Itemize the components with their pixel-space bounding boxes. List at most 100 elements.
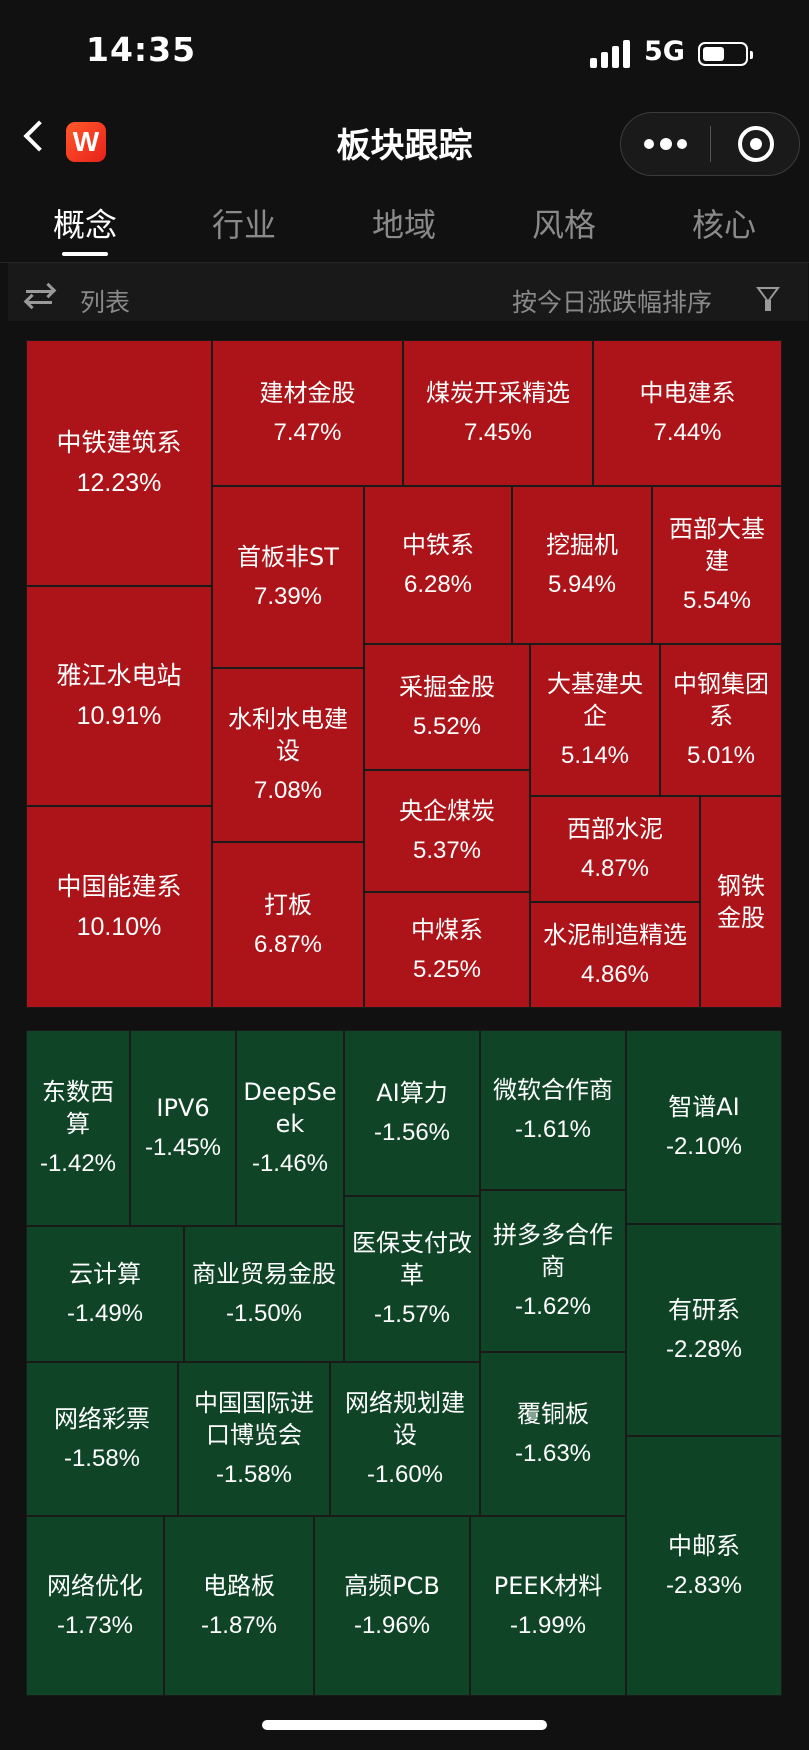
sector-tile[interactable]: 中煤系 5.25% xyxy=(364,892,530,1008)
sector-tile[interactable]: 首板非ST 7.39% xyxy=(212,486,364,668)
sector-tile[interactable]: 高频PCB -1.96% xyxy=(314,1516,470,1696)
sector-change: -1.73% xyxy=(56,1612,134,1639)
sector-name: 有研系 xyxy=(668,1296,740,1324)
sector-tile[interactable]: 中钢集团系 5.01% xyxy=(660,644,782,796)
sector-tile[interactable]: 拼多多合作商 -1.62% xyxy=(480,1190,626,1352)
sort-selector[interactable]: 按今日涨跌幅排序 xyxy=(512,288,713,317)
sector-tile[interactable]: 智谱AI -2.10% xyxy=(626,1030,782,1224)
sector-name: 商业贸易金股 xyxy=(192,1260,336,1288)
tab-industry[interactable]: 行业 xyxy=(211,206,276,244)
sector-tile[interactable]: 西部大基建 5.54% xyxy=(652,486,782,644)
sector-name: 医保支付改革 xyxy=(352,1229,472,1289)
battery-nub xyxy=(750,51,753,59)
more-dots-icon[interactable] xyxy=(644,138,688,151)
tab-region[interactable]: 地域 xyxy=(371,206,436,244)
list-toolbar xyxy=(8,263,808,321)
sector-change: 5.94% xyxy=(547,571,617,598)
switch-view-icon[interactable] xyxy=(23,282,57,310)
sector-tile[interactable]: 中电建系 7.44% xyxy=(593,340,782,486)
sector-tile[interactable]: 打板 6.87% xyxy=(212,842,364,1008)
sector-tile[interactable]: DeepSeek -1.46% xyxy=(236,1030,344,1226)
sector-tile[interactable]: 有研系 -2.28% xyxy=(626,1224,782,1436)
sector-change: -1.63% xyxy=(514,1440,592,1467)
sector-change: -1.61% xyxy=(514,1116,592,1143)
sector-tile[interactable]: 网络规划建设 -1.60% xyxy=(330,1362,480,1516)
sector-name: 拼多多合作商 xyxy=(493,1221,613,1281)
sector-change: 10.91% xyxy=(76,702,162,730)
sector-tile[interactable]: 中铁建筑系 12.23% xyxy=(26,340,212,586)
sector-name: 东数西算 xyxy=(42,1078,114,1138)
sector-change: -1.45% xyxy=(144,1134,222,1161)
sector-change: 10.10% xyxy=(76,913,162,941)
sector-change: 5.01% xyxy=(686,742,756,769)
sector-tile[interactable]: 云计算 -1.49% xyxy=(26,1226,184,1362)
sector-change: -1.42% xyxy=(39,1150,117,1177)
sector-tile[interactable]: 央企煤炭 5.37% xyxy=(364,770,530,892)
sector-name: 中国国际进口博览会 xyxy=(194,1389,314,1449)
sector-tile[interactable]: 商业贸易金股 -1.50% xyxy=(184,1226,344,1362)
close-miniapp-icon[interactable] xyxy=(738,126,774,162)
sector-change: 5.14% xyxy=(560,742,630,769)
sector-name: 中钢集团系 xyxy=(673,670,769,730)
sector-tile[interactable]: 微软合作商 -1.61% xyxy=(480,1030,626,1190)
sector-tile[interactable]: 医保支付改革 -1.57% xyxy=(344,1196,480,1362)
sector-name: 钢铁金股 xyxy=(717,872,765,932)
sector-tile[interactable]: 煤炭开采精选 7.45% xyxy=(403,340,593,486)
sector-tile[interactable]: 东数西算 -1.42% xyxy=(26,1030,130,1226)
sector-tile[interactable]: 中铁系 6.28% xyxy=(364,486,512,644)
sector-change: -1.49% xyxy=(66,1300,144,1327)
sector-tile[interactable]: IPV6 -1.45% xyxy=(130,1030,236,1226)
sector-name: 建材金股 xyxy=(259,379,356,407)
status-time: 14:35 xyxy=(86,30,197,69)
battery-icon xyxy=(698,42,753,66)
sector-change: 7.45% xyxy=(463,419,533,446)
sector-tile[interactable]: 电路板 -1.87% xyxy=(164,1516,314,1696)
sector-name: 挖掘机 xyxy=(546,531,618,559)
sector-name: 大基建央企 xyxy=(547,670,643,730)
sector-change: -1.99% xyxy=(509,1612,587,1639)
app-logo-icon: W xyxy=(66,122,106,162)
tab-style[interactable]: 风格 xyxy=(531,206,596,244)
sector-name: PEEK材料 xyxy=(493,1572,603,1600)
sector-name: 网络规划建设 xyxy=(345,1389,465,1449)
sector-tile[interactable]: 采掘金股 5.52% xyxy=(364,644,530,770)
sector-change: -2.83% xyxy=(665,1572,743,1599)
sector-change: 5.25% xyxy=(412,956,482,983)
sector-tile[interactable]: 钢铁金股 xyxy=(700,796,782,1008)
sector-tile[interactable]: PEEK材料 -1.99% xyxy=(470,1516,626,1696)
sector-tile[interactable]: 大基建央企 5.14% xyxy=(530,644,660,796)
tab-core[interactable]: 核心 xyxy=(691,206,756,244)
sector-change: 6.28% xyxy=(403,571,473,598)
sector-tile[interactable]: 中邮系 -2.83% xyxy=(626,1436,782,1696)
filter-icon[interactable] xyxy=(756,287,780,303)
sector-tile[interactable]: 水利水电建设 7.08% xyxy=(212,668,364,842)
sector-name: 网络优化 xyxy=(47,1572,143,1600)
sector-tile[interactable]: 中国国际进口博览会 -1.58% xyxy=(178,1362,330,1516)
sector-change: 5.37% xyxy=(412,837,482,864)
list-view-toggle[interactable]: 列表 xyxy=(80,288,131,317)
sector-name: 央企煤炭 xyxy=(399,797,495,825)
home-indicator xyxy=(262,1720,547,1730)
sector-change: -1.87% xyxy=(200,1612,278,1639)
sector-name: 网络彩票 xyxy=(54,1405,150,1433)
sector-tile[interactable]: 雅江水电站 10.91% xyxy=(26,586,212,806)
sector-tile[interactable]: 西部水泥 4.87% xyxy=(530,796,700,902)
sector-tile[interactable]: 网络优化 -1.73% xyxy=(26,1516,164,1696)
sector-change: 6.87% xyxy=(253,931,323,958)
sector-change: 5.52% xyxy=(412,713,482,740)
sector-name: 西部大基建 xyxy=(669,515,765,575)
capsule-divider xyxy=(710,126,711,162)
sector-name: 西部水泥 xyxy=(567,815,663,843)
sector-tile[interactable]: 覆铜板 -1.63% xyxy=(480,1352,626,1516)
sector-tile[interactable]: 水泥制造精选 4.86% xyxy=(530,902,700,1008)
sector-tile[interactable]: AI算力 -1.56% xyxy=(344,1030,480,1196)
sector-tile[interactable]: 建材金股 7.47% xyxy=(212,340,403,486)
sector-name: 水利水电建设 xyxy=(228,705,348,765)
sector-name: 煤炭开采精选 xyxy=(426,379,570,407)
sector-tile[interactable]: 中国能建系 10.10% xyxy=(26,806,212,1008)
sector-tile[interactable]: 挖掘机 5.94% xyxy=(512,486,652,644)
sector-name: AI算力 xyxy=(376,1079,448,1107)
sector-tile[interactable]: 网络彩票 -1.58% xyxy=(26,1362,178,1516)
tab-concept[interactable]: 概念 xyxy=(52,206,117,244)
sector-name: 中煤系 xyxy=(411,916,483,944)
